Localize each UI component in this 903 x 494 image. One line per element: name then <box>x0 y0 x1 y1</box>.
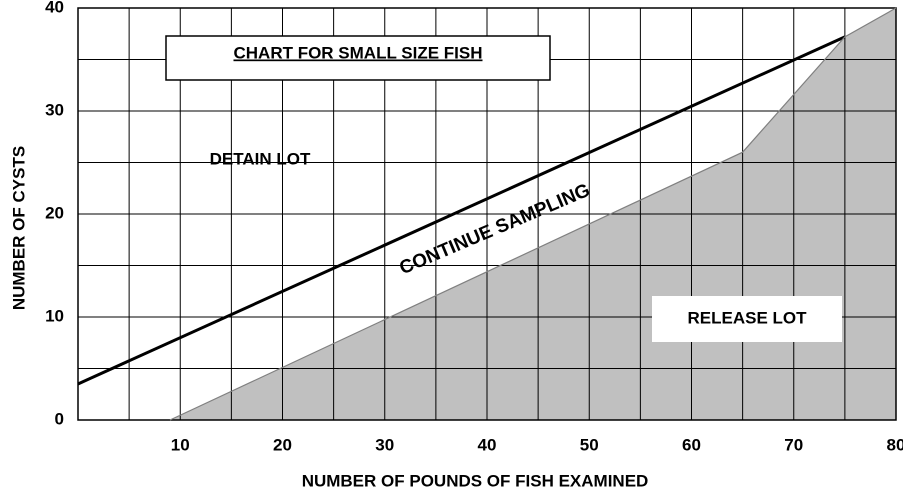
y-tick-label: 20 <box>45 203 64 222</box>
line-series <box>169 7 897 421</box>
annotation: RELEASE LOT <box>687 308 807 327</box>
x-tick-label: 60 <box>682 435 701 454</box>
annotation-box <box>652 296 842 342</box>
x-tick-label: 20 <box>273 435 292 454</box>
y-tick-label: 10 <box>45 306 64 325</box>
x-tick-label: 50 <box>580 435 599 454</box>
chart-title: CHART FOR SMALL SIZE FISH <box>233 43 482 62</box>
y-tick-label: 0 <box>55 409 64 428</box>
x-tick-label: 80 <box>887 435 903 454</box>
annotation: DETAIN LOT <box>210 149 311 168</box>
line-series <box>77 35 846 386</box>
x-axis-label: NUMBER OF POUNDS OF FISH EXAMINED <box>302 471 649 490</box>
x-tick-label: 70 <box>784 435 803 454</box>
y-axis-label: NUMBER OF CYSTS <box>9 146 28 310</box>
y-tick-label: 30 <box>45 100 64 119</box>
title-box <box>165 35 551 81</box>
x-tick-label: 10 <box>171 435 190 454</box>
x-tick-label: 40 <box>478 435 497 454</box>
plot-frame <box>77 7 897 421</box>
x-tick-label: 30 <box>375 435 394 454</box>
y-tick-label: 40 <box>45 0 64 16</box>
